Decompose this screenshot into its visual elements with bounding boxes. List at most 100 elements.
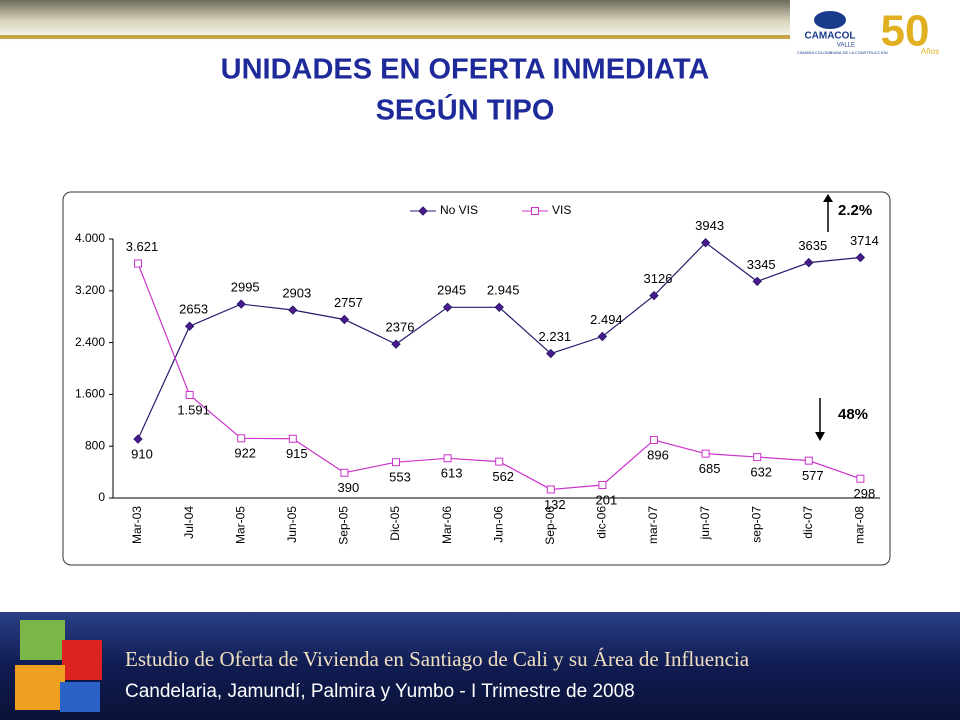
y-tick-label: 800: [85, 438, 105, 452]
data-label: 3635: [798, 238, 827, 253]
x-tick-label: mar-08: [853, 506, 867, 544]
data-label: 896: [647, 447, 669, 462]
data-label: 685: [699, 461, 721, 476]
logo: CAMACOL VALLE CÁMARA COLOMBIANA DE LA CO…: [797, 7, 939, 56]
legend-marker: [418, 206, 428, 216]
data-label: 2376: [386, 320, 415, 335]
x-tick-label: Sep-05: [337, 506, 351, 545]
chart-title: SEGÚN TIPO: [376, 93, 555, 127]
data-label: 910: [131, 447, 153, 462]
data-label: 2653: [179, 302, 208, 317]
data-label: 2.494: [590, 312, 623, 327]
data-label: 3943: [695, 218, 724, 233]
data-point: [597, 331, 608, 342]
x-tick-label: dic-06: [595, 506, 609, 539]
annotation: 48%: [838, 406, 868, 423]
data-label: 201: [596, 492, 618, 507]
x-tick-label: Mar-03: [130, 506, 144, 544]
data-label: 1.591: [177, 402, 210, 417]
data-label: 562: [492, 469, 514, 484]
footer-band: [0, 612, 960, 720]
data-point: [443, 454, 452, 463]
data-label: 3714: [850, 233, 879, 248]
logo-mark: [814, 11, 846, 29]
puzzle-piece: [62, 640, 102, 680]
data-point: [546, 485, 555, 494]
arrow-head: [823, 194, 833, 202]
data-point: [546, 348, 556, 359]
x-tick-label: sep-07: [749, 506, 763, 543]
y-tick-label: 1.600: [75, 387, 105, 401]
data-label: 132: [544, 497, 566, 512]
x-tick-label: Jun-05: [285, 506, 299, 543]
data-label: 3.621: [126, 239, 159, 254]
data-point: [701, 449, 710, 458]
puzzle-piece: [15, 665, 65, 710]
data-label: 632: [750, 465, 772, 480]
data-point: [288, 305, 298, 315]
x-tick-label: dic-07: [801, 506, 815, 539]
logo-region: VALLE: [837, 43, 855, 49]
footer: Estudio de Oferta de Vivienda en Santiag…: [0, 612, 960, 720]
data-point: [855, 252, 866, 263]
footer-line1: Estudio de Oferta de Vivienda en Santiag…: [125, 647, 750, 671]
data-label: 390: [338, 480, 360, 495]
x-tick-label: Mar-06: [440, 506, 454, 544]
data-label: 2757: [334, 295, 363, 310]
data-label: 915: [286, 446, 308, 461]
data-point: [340, 468, 349, 477]
y-tick-label: 0: [98, 490, 105, 504]
data-point: [598, 480, 607, 489]
data-point: [650, 435, 658, 444]
data-label: 2903: [282, 285, 311, 300]
data-point: [391, 339, 401, 349]
logo-anniversary: 50: [881, 7, 930, 56]
puzzle-piece: [20, 620, 65, 660]
data-point: [392, 458, 400, 467]
x-tick-label: Dic-05: [388, 506, 402, 541]
data-label: 3126: [644, 271, 673, 286]
data-point: [752, 276, 762, 287]
data-point: [237, 434, 246, 443]
y-tick-label: 2.400: [75, 335, 105, 349]
data-label: 613: [441, 466, 463, 481]
x-tick-label: Jul-04: [182, 506, 196, 539]
annotation: 2.2%: [838, 202, 872, 219]
x-tick-label: Mar-05: [233, 506, 247, 544]
logo-anniversary-unit: Años: [921, 47, 939, 56]
data-point: [236, 299, 246, 309]
data-point: [185, 390, 194, 399]
data-point: [804, 257, 814, 268]
data-label: 2995: [231, 280, 260, 295]
x-tick-label: Sep-06: [543, 506, 557, 545]
logo-name: CAMACOL: [804, 31, 855, 42]
data-point: [494, 302, 504, 313]
puzzle-piece: [60, 682, 100, 712]
data-point: [804, 456, 813, 465]
data-label: 298: [854, 486, 876, 501]
y-tick-label: 3.200: [75, 283, 105, 297]
data-label: 2.945: [487, 283, 520, 298]
data-point: [700, 237, 711, 248]
data-label: 2.231: [539, 329, 572, 344]
data-point: [288, 434, 297, 443]
arrow-head: [815, 432, 825, 441]
x-tick-label: mar-07: [646, 506, 660, 544]
data-label: 2945: [437, 283, 466, 298]
x-tick-label: jun-07: [698, 506, 712, 541]
data-point: [649, 290, 659, 301]
data-point: [856, 474, 865, 483]
data-point: [442, 302, 453, 313]
data-point: [339, 314, 350, 325]
data-label: 553: [389, 470, 411, 485]
data-point: [753, 453, 762, 462]
x-tick-label: Jun-06: [491, 506, 505, 543]
data-point: [184, 321, 195, 331]
legend-marker: [531, 207, 539, 215]
legend-label: No VIS: [440, 203, 478, 217]
data-label: 577: [802, 468, 824, 483]
y-tick-label: 4.000: [75, 231, 105, 245]
data-label: 3345: [747, 257, 776, 272]
logo-tagline: CÁMARA COLOMBIANA DE LA CONSTRUCCIÓN: [797, 50, 888, 55]
